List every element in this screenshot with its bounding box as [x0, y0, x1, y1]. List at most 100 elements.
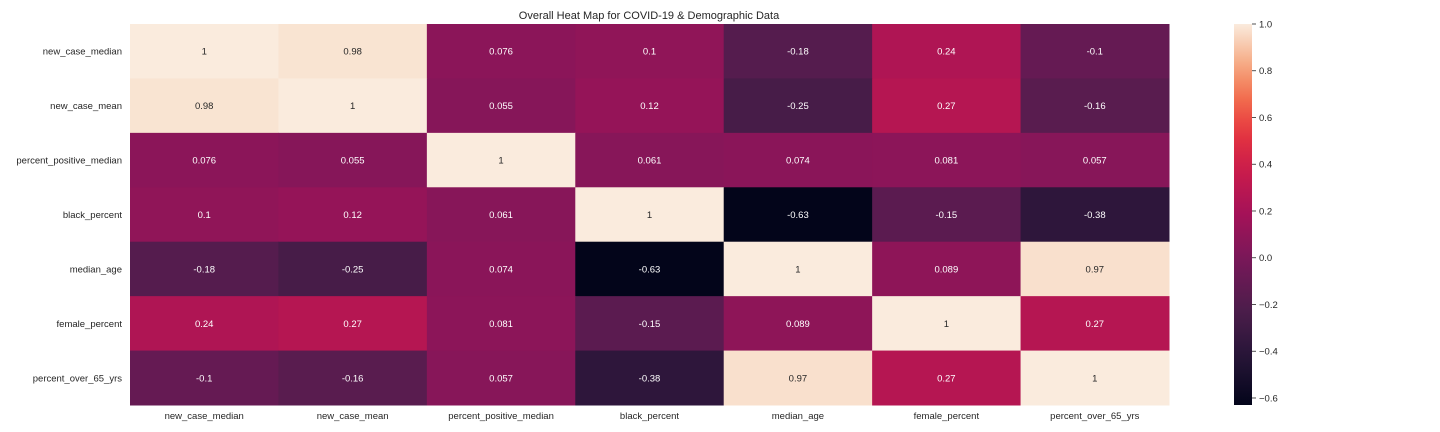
heatmap-cell [130, 24, 279, 79]
chart-title: Overall Heat Map for COVID-19 & Demograp… [519, 10, 780, 22]
heatmap-cell-label: 0.24 [195, 319, 214, 330]
y-axis-tick-labels: new_case_median new_case_mean percent_posi… [16, 47, 122, 385]
heatmap-cell [426, 132, 576, 188]
colorbar-tick-labels: 1.0 0.8 0.6 0.4 0.2 0.0 −0.2 −0.4 −0.6 [1252, 20, 1278, 404]
heatmap-cell [723, 24, 873, 79]
heatmap-cell [723, 78, 873, 134]
heatmap-cell [575, 24, 725, 79]
heatmap-cell-label: -0.38 [1084, 210, 1106, 221]
colorbar-tick-label: −0.4 [1259, 347, 1278, 358]
heatmap-cell-label: 1 [498, 156, 503, 167]
heatmap-cell [575, 78, 725, 134]
colorbar-gradient [1234, 24, 1252, 405]
heatmap-cell-label: 0.089 [786, 319, 810, 330]
heatmap-cell-label: 0.076 [489, 47, 513, 58]
y-tick-label: percent_positive_median [16, 156, 122, 167]
heatmap-cell [130, 296, 279, 352]
heatmap-cell-label: -0.15 [639, 319, 661, 330]
y-tick-label: new_case_mean [50, 101, 122, 112]
x-tick-label: new_case_median [165, 411, 244, 422]
heatmap-cell-label: 0.081 [934, 156, 958, 167]
heatmap-cell [1020, 187, 1170, 243]
colorbar-tick-label: 0.8 [1259, 66, 1272, 77]
heatmap-cell-label: 0.1 [198, 210, 211, 221]
heatmap-cell-label: -0.38 [639, 373, 661, 384]
colorbar-tick-label: 0.0 [1259, 253, 1272, 264]
heatmap-cell [872, 350, 1022, 406]
heatmap-cell [872, 296, 1022, 352]
x-tick-label: percent_positive_median [448, 411, 554, 422]
heatmap-cell-label: -0.25 [342, 264, 364, 275]
heatmap-cell [723, 132, 873, 188]
heatmap-cell-labels: 1 0.98 0.076 0.1 -0.18 0.24 -0.1 0.98 1 0.055 0.12… [192, 47, 1106, 385]
heatmap-cell-label: 0.074 [489, 264, 513, 275]
heatmap-cell [575, 132, 725, 188]
x-tick-label: female_percent [914, 411, 980, 422]
heatmap-cell-label: -0.25 [787, 101, 809, 112]
y-tick-label: female_percent [57, 319, 123, 330]
heatmap-cell-label: 0.061 [638, 156, 662, 167]
heatmap-cell [278, 132, 428, 188]
heatmap-cell [1020, 132, 1170, 188]
heatmap-cell [130, 241, 279, 297]
colorbar-tick-label: 1.0 [1259, 20, 1272, 31]
heatmap-cell-label: 1 [647, 210, 652, 221]
heatmap-cell [278, 78, 428, 134]
heatmap-cell-label: 0.27 [937, 373, 956, 384]
colorbar-tick-label: 0.2 [1259, 206, 1272, 217]
x-tick-label: new_case_mean [317, 411, 389, 422]
heatmap-cell-label: 0.089 [934, 264, 958, 275]
heatmap-cell [426, 187, 576, 243]
heatmap-cell [1020, 24, 1170, 79]
heatmap-cell-label: 0.074 [786, 156, 810, 167]
heatmap-cell-label: 0.98 [343, 47, 362, 58]
heatmap-cell-label: 0.12 [640, 101, 659, 112]
heatmap-cell [872, 24, 1022, 79]
y-tick-label: median_age [70, 264, 122, 275]
heatmap-cell-label: -0.16 [1084, 101, 1106, 112]
heatmap-cell [872, 132, 1022, 188]
heatmap-cell [872, 187, 1022, 243]
heatmap-cell [278, 296, 428, 352]
heatmap-cell-label: 1 [944, 319, 949, 330]
heatmap-cell [872, 78, 1022, 134]
heatmap-cell-label: 0.27 [343, 319, 362, 330]
colorbar-tick-label: 0.6 [1259, 113, 1272, 124]
heatmap-cell [1020, 350, 1170, 406]
heatmap-cell-label: 0.1 [643, 47, 656, 58]
colorbar-tick-label: −0.6 [1259, 393, 1278, 404]
colorbar: 1.0 0.8 0.6 0.4 0.2 0.0 −0.2 −0.4 −0.6 [1234, 20, 1278, 405]
x-tick-label: percent_over_65_yrs [1050, 411, 1139, 422]
heatmap-cell [426, 78, 576, 134]
heatmap-cell-label: 0.061 [489, 210, 513, 221]
heatmap-cell-label: 0.055 [489, 101, 513, 112]
heatmap-cell-label: -0.1 [196, 373, 212, 384]
heatmap-cell-label: -0.63 [787, 210, 809, 221]
heatmap-cell-label: 1 [202, 47, 207, 58]
colorbar-tick-label: −0.2 [1259, 300, 1278, 311]
heatmap-cell [278, 24, 428, 79]
heatmap-cell-label: 0.24 [937, 47, 956, 58]
heatmap-cell-label: 0.98 [195, 101, 214, 112]
heatmap-cell [575, 296, 725, 352]
heatmap-cell-label: 0.055 [341, 156, 365, 167]
x-tick-label: black_percent [620, 411, 680, 422]
heatmap-cell-label: 1 [350, 101, 355, 112]
heatmap-cell-label: -0.63 [639, 264, 661, 275]
heatmap-cell [130, 78, 279, 134]
heatmap-cell [130, 350, 279, 406]
heatmap-cells [130, 24, 1170, 406]
heatmap-cell-label: 1 [795, 264, 800, 275]
heatmap-cell [278, 350, 428, 406]
heatmap-cell [723, 241, 873, 297]
heatmap-cell [575, 350, 725, 406]
y-tick-label: black_percent [63, 210, 123, 221]
heatmap-cell-label: 0.97 [1086, 264, 1105, 275]
heatmap-cell-label: 1 [1092, 373, 1097, 384]
y-tick-label: new_case_median [43, 47, 122, 58]
x-tick-label: median_age [772, 411, 824, 422]
heatmap-cell [723, 296, 873, 352]
colorbar-tick-label: 0.4 [1259, 160, 1272, 171]
heatmap-cell-label: 0.97 [789, 373, 808, 384]
